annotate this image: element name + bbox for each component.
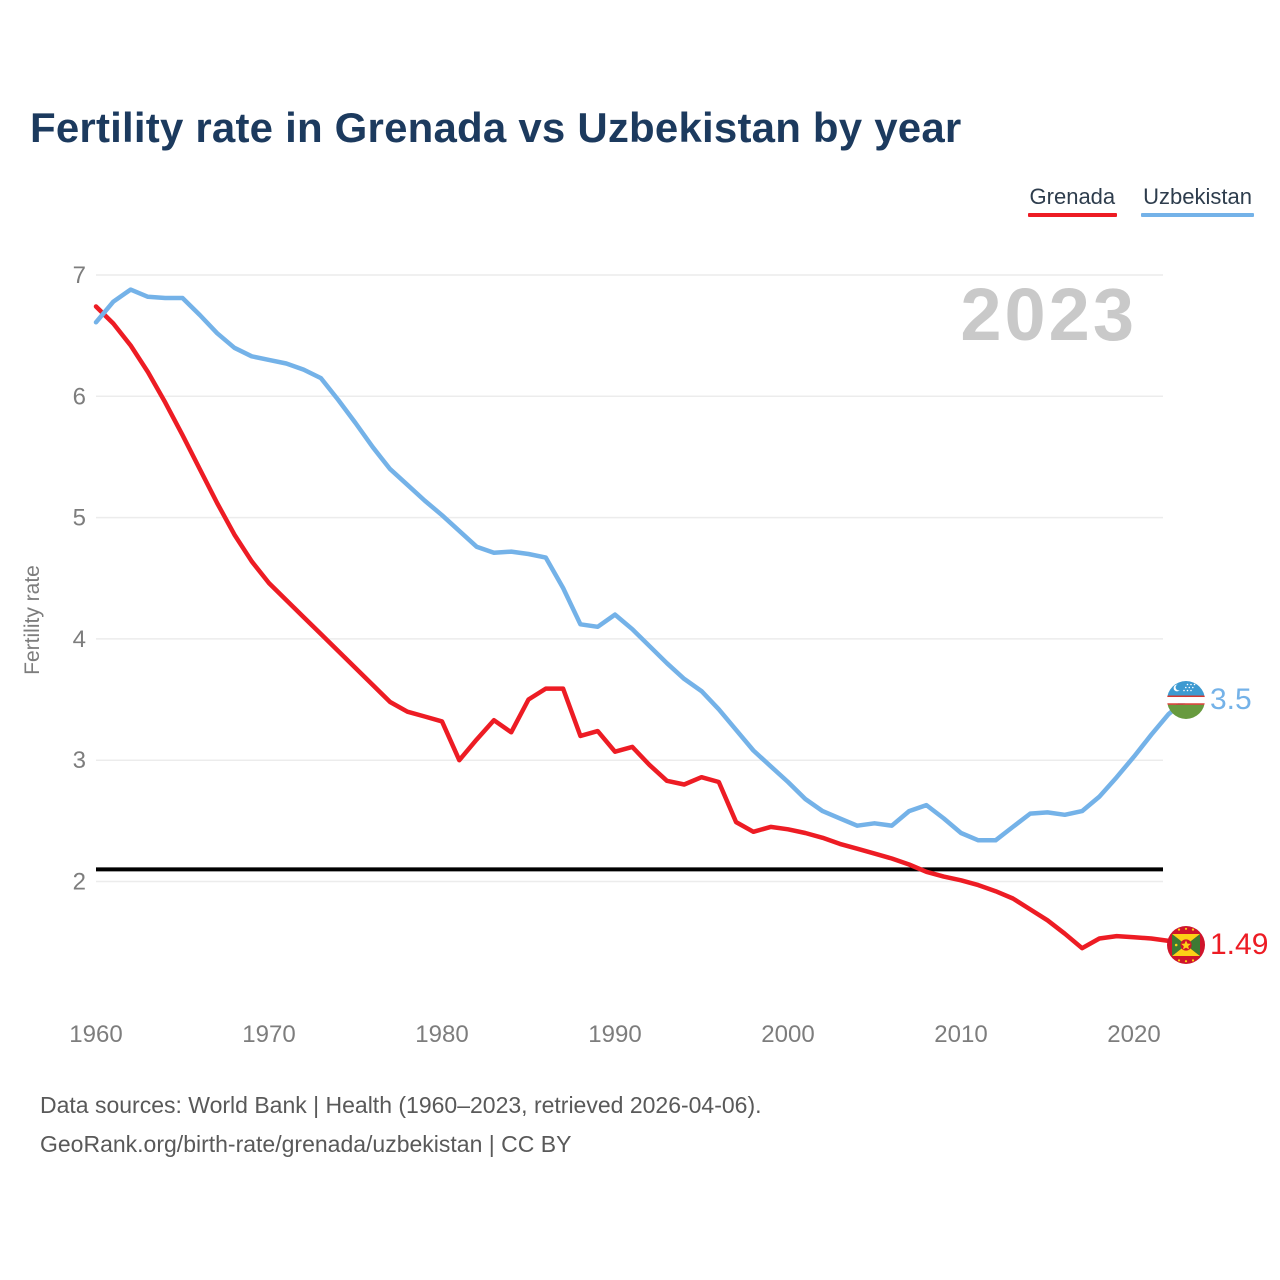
grenada-line[interactable]: [93, 304, 1189, 951]
x-tick-1990: 1990: [588, 1021, 641, 1048]
legend-label-grenada: Grenada: [1029, 184, 1116, 209]
legend-swatch-uzbekistan: [1141, 213, 1254, 217]
y-tick-5: 5: [73, 505, 86, 532]
x-tick-1970: 1970: [242, 1021, 295, 1048]
uzbekistan-flag-icon: [1166, 680, 1206, 720]
legend-swatch-grenada: [1027, 213, 1118, 217]
grenada-flag-icon: [1166, 925, 1206, 965]
y-tick-2: 2: [73, 869, 86, 896]
footer-attribution-line: GeoRank.org/birth-rate/grenada/uzbekista…: [40, 1131, 572, 1157]
legend-item-uzbekistan[interactable]: Uzbekistan: [1141, 184, 1254, 217]
y-tick-3: 3: [73, 747, 86, 774]
x-tick-2020: 2020: [1107, 1021, 1160, 1048]
legend-item-grenada[interactable]: Grenada: [1027, 184, 1118, 217]
uzbekistan-line[interactable]: [93, 287, 1189, 843]
y-tick-4: 4: [73, 626, 86, 653]
footer: Data sources: World Bank | Health (1960–…: [40, 1086, 762, 1164]
x-tick-2000: 2000: [761, 1021, 814, 1048]
legend: Grenada Uzbekistan: [1027, 184, 1254, 217]
x-tick-2010: 2010: [934, 1021, 987, 1048]
grenada-end-value: 1.49: [1210, 928, 1269, 961]
x-tick-1960: 1960: [69, 1021, 122, 1048]
uzbekistan-end-value: 3.5: [1210, 683, 1252, 716]
chart-title: Fertility rate in Grenada vs Uzbekistan …: [30, 104, 962, 151]
footer-sources-line: Data sources: World Bank | Health (1960–…: [40, 1092, 762, 1118]
y-tick-7: 7: [73, 262, 86, 289]
legend-label-uzbekistan: Uzbekistan: [1143, 184, 1252, 209]
watermark-year: 2023: [960, 273, 1137, 356]
x-tick-1980: 1980: [415, 1021, 468, 1048]
y-tick-6: 6: [73, 383, 86, 410]
